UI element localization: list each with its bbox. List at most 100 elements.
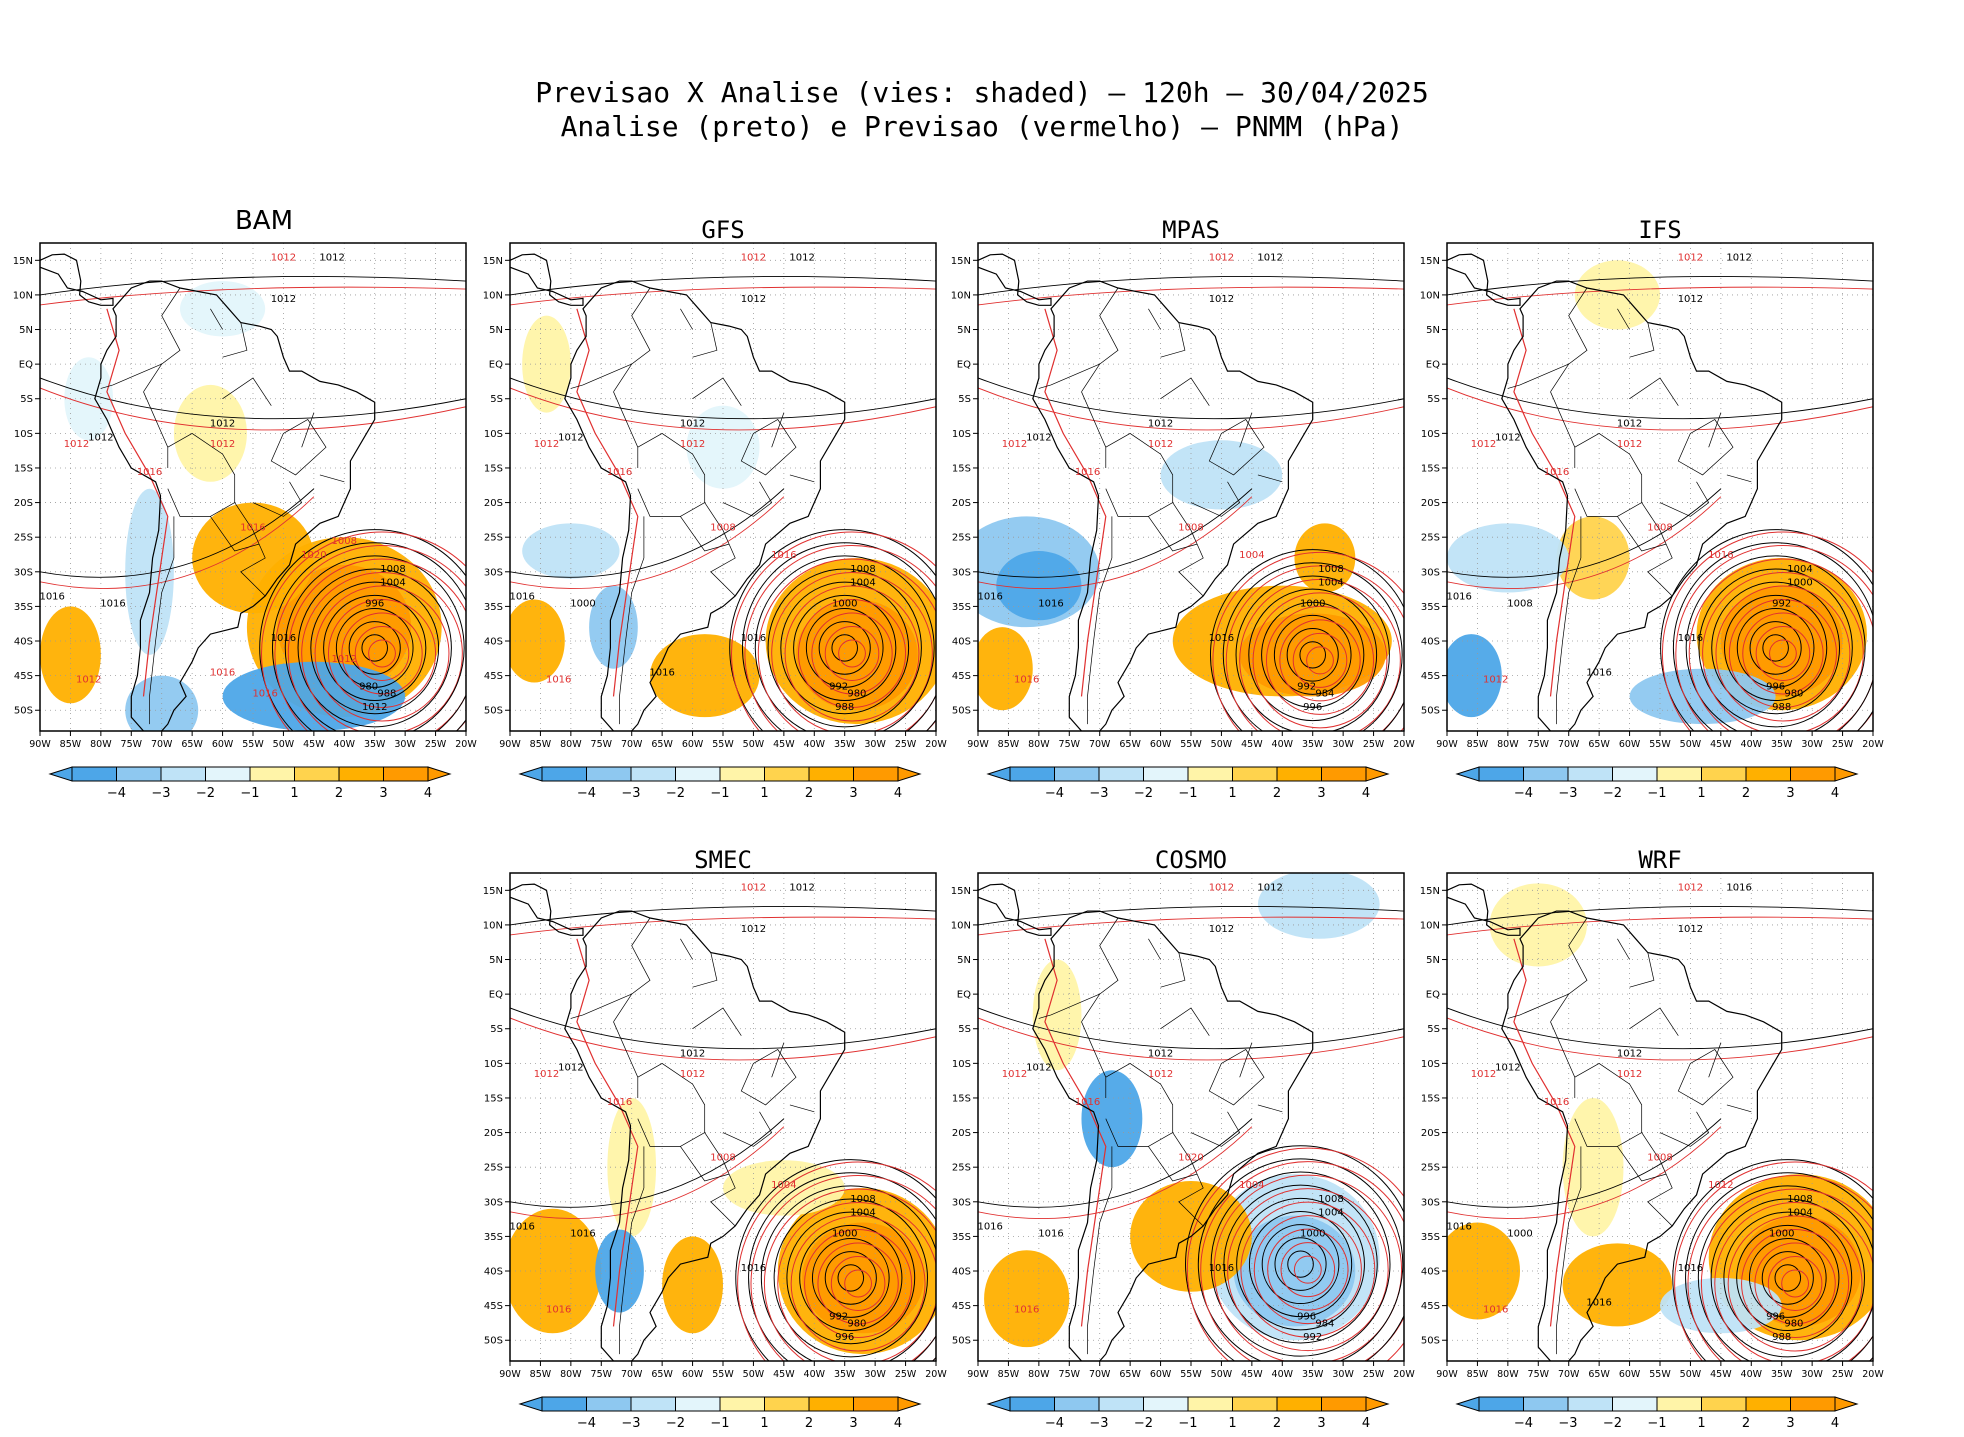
analysis-isobar	[1685, 555, 1866, 731]
forecast-contour-label: 1020	[301, 550, 326, 561]
lat-label: 5N	[489, 955, 503, 966]
lat-label: 15S	[484, 1093, 503, 1104]
analysis-contour-label: 1000	[1300, 1228, 1325, 1239]
forecast-contour-label: 1012	[64, 439, 89, 450]
country-border	[692, 322, 718, 358]
colorbar-extend-high	[1365, 766, 1390, 782]
forecast-isobar	[1728, 598, 1837, 708]
analysis-contour-label: 1004	[1787, 564, 1812, 575]
analysis-contour-label: 1000	[1769, 1228, 1794, 1239]
colorbar-segment	[71, 766, 117, 782]
country-border	[149, 516, 175, 725]
coastline	[1032, 910, 1314, 1361]
forecast-isobar	[1742, 612, 1824, 695]
lat-label: EQ	[957, 990, 971, 1001]
lon-label: 25W	[1832, 1369, 1854, 1380]
country-border	[1038, 993, 1100, 1019]
colorbar-tick-label: −3	[621, 786, 640, 801]
colorbar-segment	[1143, 766, 1189, 782]
country-border	[1659, 481, 1710, 517]
lat-label: 20S	[484, 1128, 503, 1139]
country-border	[692, 377, 742, 406]
colorbar-segment	[1009, 766, 1055, 782]
lon-label: 45W	[1241, 739, 1263, 750]
colorbar-tick-label: −1	[240, 786, 259, 801]
analysis-contour-label: 1012	[1148, 418, 1173, 429]
country-border	[637, 432, 706, 517]
forecast-contour-label: 1012	[680, 439, 705, 450]
country-border	[1574, 432, 1643, 517]
colorbar-tick-label: 4	[424, 786, 432, 801]
colorbar-tick-label: 3	[1317, 786, 1325, 801]
analysis-contour-label: 1012	[1209, 294, 1234, 305]
forecast-isobar	[1280, 1242, 1336, 1298]
lat-label: 40S	[484, 637, 503, 648]
colorbar-tick-label: −1	[1178, 786, 1197, 801]
forecast-contour-label: 1012	[1483, 675, 1508, 686]
country-border	[1148, 1132, 1198, 1182]
country-border	[1726, 1104, 1752, 1113]
colorbar-segment	[630, 1396, 676, 1412]
analysis-contour-label: 1000	[570, 598, 595, 609]
analysis-contour-label: 1012	[1026, 1062, 1051, 1073]
lat-label: 10N	[1420, 290, 1440, 301]
country-border	[1574, 1062, 1643, 1147]
lat-label: 35S	[484, 1232, 503, 1243]
colorbar-segment	[630, 766, 676, 782]
analysis-contour-label: 1016	[977, 591, 1002, 602]
bias-shading	[1447, 1222, 1521, 1320]
lat-label: 35S	[484, 602, 503, 613]
country-border	[710, 1173, 736, 1227]
country-border	[1507, 363, 1569, 389]
forecast-contour-label: 1012	[1678, 252, 1703, 263]
forecast-isobar	[737, 1161, 936, 1361]
lat-label: 25S	[14, 533, 33, 544]
map-panel-gfs: 1012101210121012101610161008100410009929…	[483, 242, 947, 750]
forecast-contour-label: 1012	[1209, 252, 1234, 263]
forecast-isobar	[824, 625, 880, 681]
analysis-isobar	[1447, 1007, 1873, 1050]
lon-label: 80W	[1497, 739, 1519, 750]
colorbar-segment	[1656, 1396, 1702, 1412]
forecast-isobar	[510, 387, 936, 431]
forecast-isobar	[750, 1175, 936, 1361]
colorbar-tick-label: 1	[760, 786, 768, 801]
lat-label: 50S	[14, 706, 33, 717]
forecast-isobar	[844, 1269, 872, 1298]
lat-label: 30S	[1421, 567, 1440, 578]
lat-label: 10N	[483, 290, 503, 301]
country-border	[613, 917, 651, 1022]
analysis-contour-label: 1000	[832, 1228, 857, 1239]
forecast-isobar	[784, 585, 920, 722]
lon-label: 30W	[1332, 1369, 1354, 1380]
lat-label: 50S	[1421, 706, 1440, 717]
lon-label: 55W	[1180, 739, 1202, 750]
forecast-contour-label: 1012	[534, 1069, 559, 1080]
analysis-contour-label: 1016	[100, 598, 125, 609]
bias-shading	[1032, 959, 1082, 1071]
colorbar-segment	[1701, 766, 1747, 782]
lon-label: 20W	[1862, 739, 1884, 750]
forecast-isobar	[314, 585, 450, 722]
lat-label: 15S	[14, 463, 33, 474]
analysis-contour-label: 1016	[1678, 633, 1703, 644]
lon-label: 85W	[1467, 1369, 1489, 1380]
analysis-contour-label: 984	[1315, 1318, 1334, 1329]
lat-label: 25S	[1421, 533, 1440, 544]
analysis-contour-label: 996	[365, 598, 384, 609]
analysis-isobar	[510, 1007, 936, 1050]
country-border	[1617, 1132, 1667, 1182]
colorbar-gfs: −4 −3 −2 −1 1 2 3 4	[518, 766, 922, 801]
country-border	[1677, 419, 1734, 476]
analysis-contour-label: 1012	[680, 1048, 705, 1059]
colorbar-segment	[719, 766, 765, 782]
analysis-contour-label: 980	[359, 681, 378, 692]
forecast-isobar	[817, 1242, 899, 1325]
forecast-isobar	[1306, 646, 1334, 675]
country-border	[1148, 938, 1161, 960]
country-border	[1148, 502, 1198, 552]
country-border	[100, 363, 162, 389]
forecast-contour-label: 1016	[607, 467, 632, 478]
lon-label: 60W	[212, 739, 234, 750]
analysis-contour-label: 1016	[39, 591, 64, 602]
